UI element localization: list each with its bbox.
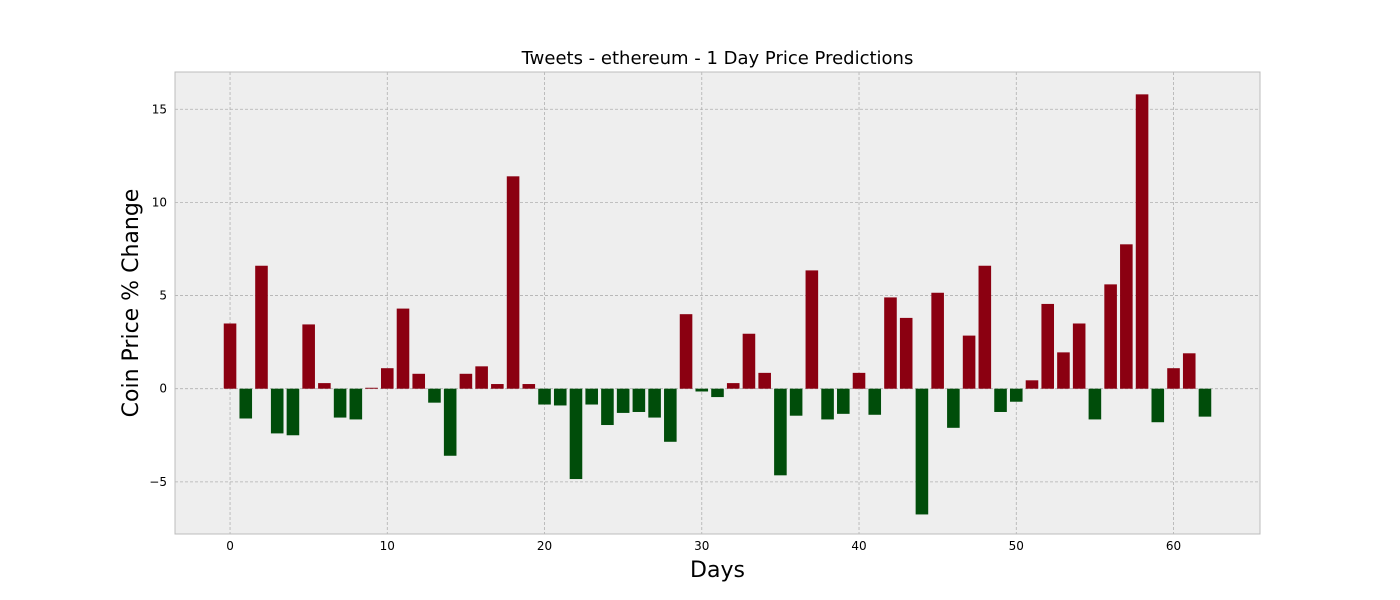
bar [774,388,787,476]
bar [1120,244,1133,389]
y-tick-labels: −5 0 5 10 15 [149,102,167,489]
x-tick-label: 60 [1166,539,1181,553]
bar [899,317,913,389]
bar [711,388,724,398]
bar [789,388,803,416]
bar [538,388,551,405]
bar [396,308,410,389]
y-tick-label: 15 [152,102,167,116]
y-tick-label: 5 [159,289,167,303]
bar [491,384,504,389]
bar [931,292,944,389]
bar [255,265,268,389]
bar [962,335,976,389]
bar [852,372,866,389]
bar [1198,388,1212,417]
x-tick-labels: 0 10 20 30 40 50 60 [226,539,1181,553]
bar [664,388,677,442]
bar [978,265,992,389]
bar [1009,388,1023,402]
bar [632,388,646,412]
bar [1182,353,1196,389]
bar [380,368,394,389]
bar [1167,368,1180,389]
bar [506,176,520,389]
bar [726,383,740,389]
bar [286,388,300,436]
bar [459,373,473,389]
bar [553,388,567,406]
bar [1088,388,1102,420]
bar [1151,388,1165,423]
bar [270,388,284,434]
bar [522,384,536,389]
bar [239,388,253,419]
bar [365,387,378,389]
bar [868,388,882,415]
chart-title: Tweets - ethereum - 1 Day Price Predicti… [521,48,914,69]
y-tick-label: 10 [152,195,167,209]
bar [1025,380,1039,389]
bar [679,314,693,389]
x-tick-label: 0 [226,539,234,553]
bar [333,388,347,418]
bar [318,383,331,389]
y-axis-title: Coin Price % Change [119,189,144,418]
x-tick-label: 10 [380,539,395,553]
bar [1057,352,1070,389]
bar [695,388,709,392]
bar [947,388,960,428]
y-tick-label: −5 [149,475,167,489]
bars [223,94,1212,515]
plot-background [175,72,1260,534]
bar [223,323,237,389]
x-tick-label: 40 [851,539,866,553]
bar [601,388,614,426]
bar [1041,303,1055,389]
bar [758,372,771,389]
bar [805,270,819,389]
x-tick-label: 30 [694,539,709,553]
bar [1072,323,1086,389]
bar [569,388,583,480]
bar [412,373,426,389]
bar [915,388,929,515]
bar [349,388,363,420]
bar [1135,94,1149,389]
bar [742,333,756,389]
bar [302,324,315,389]
x-tick-label: 20 [537,539,552,553]
bar [648,388,661,418]
bar [1104,284,1117,389]
bar [428,388,441,403]
bar [585,388,598,405]
bar [443,388,457,456]
grid [175,72,1260,534]
x-tick-label: 50 [1009,539,1024,553]
bar [616,388,630,413]
y-tick-label: 0 [159,382,167,396]
bar [475,366,488,389]
bar [821,388,834,420]
bar [994,388,1007,412]
plot-frame [174,71,1261,535]
bar [884,297,897,389]
x-axis-title: Days [690,558,745,583]
bar [837,388,850,414]
